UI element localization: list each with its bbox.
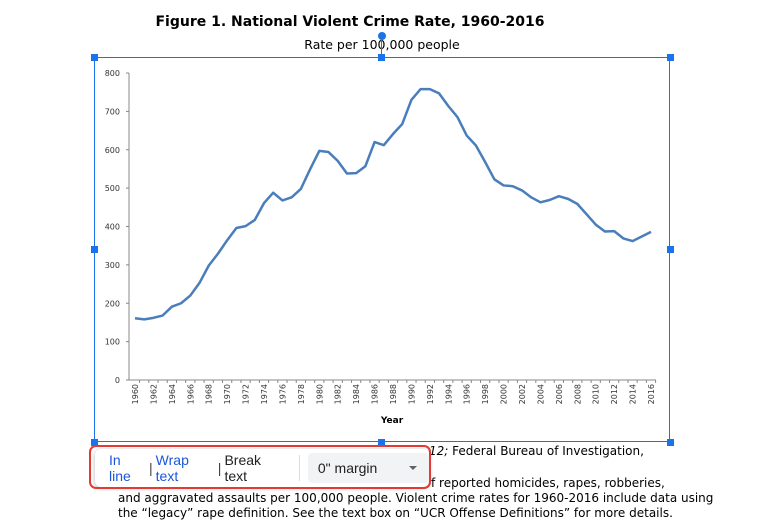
x-tick-label: 1970 [223,384,232,404]
x-tick-label: 2006 [555,384,564,404]
divider [298,455,300,481]
x-tick-label: 1990 [407,384,416,404]
resize-handle-n[interactable] [378,54,385,61]
separator: | [217,460,222,476]
y-tick-label: 300 [105,261,120,270]
y-tick-label: 800 [105,69,120,78]
x-tick-label: 1974 [260,384,269,404]
x-tick-label: 1962 [149,384,158,404]
y-tick-label: 0 [115,376,120,385]
highlight-box [89,445,431,489]
selected-image-frame[interactable] [94,57,670,442]
x-tick-label: 1996 [463,384,472,404]
rotate-handle-line [381,38,382,57]
y-tick-label: 200 [105,299,120,308]
x-tick-label: 2008 [573,384,582,404]
x-tick-label: 1982 [334,384,343,404]
margin-value: 0" margin [317,460,378,476]
image-options-toolbar: In line | Wrap text | Break text 0" marg… [95,449,429,487]
resize-handle-se[interactable] [667,439,674,446]
x-tick-label: 2012 [610,384,619,404]
x-axis-label: Year [380,416,404,426]
y-tick-label: 600 [105,146,120,155]
x-tick-label: 1980 [315,384,324,404]
x-tick-label: 1976 [278,384,287,404]
caption-line-2: f reported homicides, rapes, robberies, [431,476,665,490]
x-tick-label: 2010 [592,384,601,404]
x-tick-label: 1964 [168,384,177,404]
x-tick-label: 1988 [389,384,398,404]
caption-text: Federal Bureau of Investigation, [448,444,644,458]
x-tick-label: 1966 [186,384,195,404]
x-tick-label: 1992 [426,384,435,404]
resize-handle-ne[interactable] [667,54,674,61]
separator: | [149,460,153,476]
rotate-handle[interactable] [378,32,386,40]
x-tick-label: 2004 [536,384,545,404]
x-tick-label: 1968 [205,384,214,404]
y-tick-label: 400 [105,223,120,232]
resize-handle-nw[interactable] [91,54,98,61]
chart[interactable]: 0 100 200 300 400 500 600 700 800 1960 1962 1964 196… [94,57,671,443]
x-tick-label: 1978 [297,384,306,404]
chevron-down-icon [409,466,417,470]
y-tick-label: 100 [105,338,120,347]
x-tick-label: 1960 [131,384,140,404]
in-line-option[interactable]: In line [109,452,131,484]
caption-line-1: 12; Federal Bureau of Investigation, [429,443,644,459]
wrap-text-option[interactable]: Wrap text [155,452,189,484]
x-tick-label: 2014 [629,384,638,404]
x-tick-label: 2016 [647,384,656,404]
figure-title: Figure 1. National Violent Crime Rate, 1… [155,14,545,30]
y-tick-label: 700 [105,107,120,116]
y-tick-label: 500 [105,184,120,193]
resize-handle-s[interactable] [378,439,385,446]
resize-handle-w[interactable] [91,246,98,253]
caption-italic: 12; [429,444,449,458]
x-tick-label: 1998 [481,384,490,404]
chart-axes: 0 100 200 300 400 500 600 700 800 1960 1962 1964 196… [105,69,657,404]
x-tick-label: 1984 [352,384,361,404]
x-tick-label: 2000 [500,384,509,404]
break-text-option[interactable]: Break text [224,452,262,484]
margin-dropdown[interactable]: 0" margin [307,453,429,483]
resize-handle-sw[interactable] [91,439,98,446]
x-tick-label: 1972 [242,384,251,404]
x-tick-label: 1994 [444,384,453,404]
caption-line-3: and aggravated assaults per 100,000 peop… [118,491,714,505]
x-tick-label: 2002 [518,384,527,404]
x-tick-label: 1986 [371,384,380,404]
caption-line-4: the “legacy” rape definition. See the te… [118,506,673,520]
resize-handle-e[interactable] [667,246,674,253]
